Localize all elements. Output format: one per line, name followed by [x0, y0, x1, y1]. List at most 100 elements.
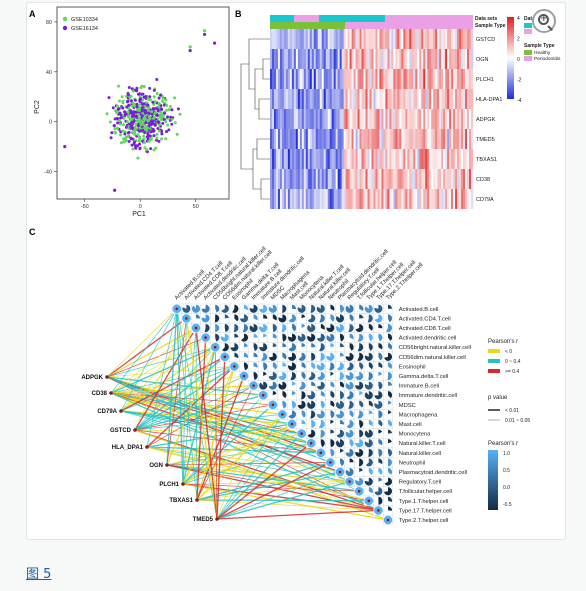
heatmap-cell	[405, 89, 408, 109]
heatmap-cell	[271, 69, 275, 89]
heatmap-cell	[465, 49, 468, 69]
heatmap-cell	[295, 109, 299, 129]
panel-a-x-label: PC1	[132, 211, 146, 218]
heatmap-cell	[457, 89, 460, 109]
heatmap-cell	[443, 189, 446, 209]
correlation-pie	[263, 333, 267, 338]
heatmap-cell	[413, 129, 416, 149]
correlation-pie	[259, 343, 268, 352]
heatmap-cell	[463, 29, 466, 49]
heatmap-cell	[345, 49, 348, 69]
correlation-pie	[282, 391, 287, 399]
correlation-pie	[364, 381, 373, 390]
heatmap-cell	[377, 189, 380, 209]
heatmap-cell	[371, 149, 374, 169]
heatmap-scale-tick: 4	[517, 16, 520, 22]
pca-point	[113, 188, 117, 192]
heatmap-cell	[291, 129, 295, 149]
pca-point	[157, 123, 161, 127]
mantel-link	[166, 442, 312, 466]
heatmap-cell	[307, 49, 311, 69]
heatmap-cell	[469, 149, 472, 169]
correlation-pie	[355, 371, 364, 381]
pca-point	[121, 106, 125, 110]
mantel-link	[182, 481, 350, 485]
legend-swatch-gse10334	[62, 16, 68, 22]
heatmap-cell	[403, 49, 406, 69]
mantel-link	[196, 366, 236, 501]
heatmap-cell	[337, 129, 340, 149]
heatmap-cell	[409, 129, 412, 149]
heatmap-cell	[273, 89, 277, 109]
correlation-pie	[330, 439, 335, 448]
pca-point	[166, 123, 170, 127]
heatmap-cell	[387, 29, 390, 49]
correlation-pie	[292, 304, 297, 310]
correlation-pie	[387, 458, 392, 467]
heatmap-cell	[451, 149, 454, 169]
pca-point	[135, 89, 139, 93]
correlation-pie	[263, 362, 268, 371]
heatmap-cell	[417, 69, 420, 89]
heatmap-cell	[275, 129, 279, 149]
heatmap-cell	[425, 189, 428, 209]
heatmap-cell	[319, 149, 323, 169]
heatmap-cell	[445, 169, 448, 189]
pca-point	[136, 108, 139, 112]
correlation-pie	[384, 352, 393, 361]
heatmap-cell	[433, 129, 436, 149]
mantel-link	[110, 384, 254, 394]
legend-swatch-gse16134	[62, 25, 68, 31]
heatmap-cell	[457, 129, 460, 149]
heatmap-cell	[357, 149, 360, 169]
heatmap-cell	[307, 149, 311, 169]
correlation-pie	[378, 333, 383, 342]
mantel-link	[196, 499, 379, 511]
heatmap-cell	[449, 69, 452, 89]
heatmap-cell	[301, 69, 305, 89]
heatmap-cell	[399, 189, 402, 209]
heatmap-cell	[467, 149, 470, 169]
mantel-link	[176, 308, 198, 501]
pca-point	[127, 107, 131, 111]
gene-node-dot	[133, 428, 137, 432]
pca-point	[130, 114, 134, 118]
pca-point	[122, 140, 126, 144]
heatmap-cell	[355, 89, 358, 109]
correlation-pie	[281, 323, 287, 333]
panel-c-legend: Pearson's r < 0 0 ~ 0.4 >= 0.4 p value <…	[488, 339, 530, 510]
heatmap-cell	[461, 129, 464, 149]
heatmap-cell	[383, 189, 386, 209]
heatmap-cell	[371, 49, 374, 69]
heatmap-cell	[339, 109, 342, 129]
heatmap-cell	[441, 109, 444, 129]
zoom-in-button[interactable]: +	[532, 9, 556, 33]
mantel-link	[134, 346, 216, 431]
heatmap-cell	[307, 69, 311, 89]
pca-point	[123, 113, 127, 116]
heatmap-cell	[389, 89, 392, 109]
correlation-pie	[316, 410, 325, 419]
heatmap-cell	[331, 189, 334, 209]
heatmap-cell	[445, 129, 448, 149]
heatmap-cell	[345, 29, 348, 49]
heatmap-cell	[323, 109, 327, 129]
figure-caption-link[interactable]: 图 5	[26, 567, 52, 582]
heatmap-cell	[301, 109, 305, 129]
heatmap-cell	[319, 29, 323, 49]
dendrogram-branch	[256, 138, 270, 160]
correlation-pie	[359, 467, 363, 472]
legend-label-healthy: Healthy	[534, 50, 551, 56]
heatmap-cell	[413, 29, 416, 49]
correlation-pie	[320, 323, 325, 330]
gene-node-dot	[109, 391, 113, 395]
mantel-link	[110, 327, 197, 394]
pca-point	[136, 133, 140, 137]
heatmap-cell	[429, 89, 432, 109]
heatmap-scale-tick: -4	[517, 98, 522, 104]
heatmap-cell	[347, 29, 350, 49]
heatmap-cell	[459, 189, 462, 209]
correlation-pie	[355, 439, 364, 448]
correlation-pie	[201, 304, 210, 313]
